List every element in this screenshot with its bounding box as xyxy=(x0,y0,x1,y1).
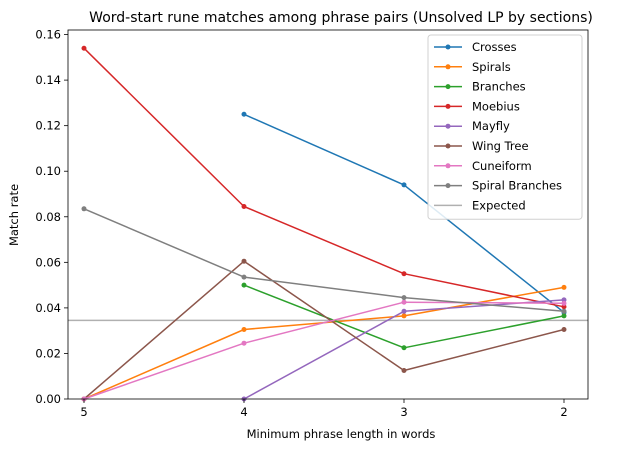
legend-item-mayfly: Mayfly xyxy=(434,119,510,133)
y-tick-label: 0.16 xyxy=(35,28,61,42)
y-axis: 0.00 0.02 0.04 0.06 0.08 0.10 0.12 0.14 0.16 xyxy=(35,28,68,406)
data-point xyxy=(241,282,247,288)
data-point xyxy=(561,300,567,306)
series-line xyxy=(83,301,565,400)
x-axis-title: Minimum phrase length in words xyxy=(247,427,436,441)
y-tick-label: 0.00 xyxy=(35,392,61,406)
data-point xyxy=(401,368,407,374)
data-point xyxy=(401,313,407,319)
legend: Crosses Spirals Branches Moebius Mayfly Wing … xyxy=(427,34,583,220)
legend-item-expected: Expected xyxy=(434,198,526,212)
x-tick-label: 5 xyxy=(80,405,87,419)
legend-label: Spiral Branches xyxy=(472,179,562,193)
data-point xyxy=(401,271,407,277)
y-tick-label: 0.14 xyxy=(35,73,61,87)
legend-item-crosses: Crosses xyxy=(434,40,517,54)
legend-item-branches: Branches xyxy=(434,80,526,94)
data-point xyxy=(241,111,247,117)
series-line xyxy=(83,47,565,308)
plot-frame xyxy=(67,29,589,400)
data-point xyxy=(241,258,247,264)
legend-item-cuneiform: Cuneiform xyxy=(434,159,532,173)
series-spiral-branches xyxy=(81,206,567,314)
data-point xyxy=(561,327,567,333)
data-point xyxy=(401,299,407,305)
legend-label: Mayfly xyxy=(472,119,510,133)
data-point xyxy=(401,295,407,301)
y-tick-label: 0.12 xyxy=(35,119,61,133)
data-point xyxy=(401,182,407,188)
x-axis: 5 4 3 2 xyxy=(80,399,568,419)
legend-marker xyxy=(445,143,451,149)
y-tick-label: 0.08 xyxy=(35,210,61,224)
data-point xyxy=(401,345,407,351)
legend-marker xyxy=(445,123,451,129)
legend-label: Moebius xyxy=(472,99,520,113)
series-cuneiform xyxy=(81,299,567,402)
legend-item-wing-tree: Wing Tree xyxy=(434,139,529,153)
legend-item-moebius: Moebius xyxy=(434,99,520,113)
legend-marker xyxy=(445,44,451,50)
data-point xyxy=(401,308,407,314)
legend-item-spirals: Spirals xyxy=(434,60,511,74)
x-tick-label: 4 xyxy=(240,405,247,419)
series-branches xyxy=(241,282,567,351)
series-line xyxy=(83,208,565,313)
chart-title: Word-start rune matches among phrase pai… xyxy=(89,10,593,26)
legend-label: Wing Tree xyxy=(472,139,529,153)
data-point xyxy=(81,206,87,212)
y-tick-label: 0.02 xyxy=(35,346,61,360)
y-tick-label: 0.06 xyxy=(35,255,61,269)
data-point xyxy=(241,327,247,333)
y-tick-label: 0.04 xyxy=(35,301,61,315)
legend-label: Cuneiform xyxy=(472,159,532,173)
legend-marker xyxy=(445,64,451,70)
legend-box xyxy=(427,34,583,220)
data-point xyxy=(561,308,567,314)
data-point xyxy=(81,45,87,51)
data-point xyxy=(241,340,247,346)
legend-marker xyxy=(445,163,451,169)
legend-label: Branches xyxy=(472,80,526,94)
legend-label: Spirals xyxy=(472,60,511,74)
plot-area xyxy=(68,45,588,402)
x-tick-label: 3 xyxy=(400,405,407,419)
y-axis-title: Match rate xyxy=(7,184,21,246)
data-point xyxy=(561,304,567,310)
y-tick-label: 0.10 xyxy=(35,164,61,178)
legend-label: Crosses xyxy=(472,40,517,54)
data-point xyxy=(561,313,567,319)
legend-item-spiral-branches: Spiral Branches xyxy=(434,179,562,193)
data-point xyxy=(561,297,567,303)
x-tick-label: 2 xyxy=(560,405,567,419)
data-point xyxy=(241,274,247,280)
data-point xyxy=(241,204,247,210)
data-point xyxy=(561,284,567,290)
series-line xyxy=(83,260,565,400)
series-moebius xyxy=(81,45,567,310)
legend-marker xyxy=(445,103,451,109)
legend-label: Expected xyxy=(472,198,526,212)
legend-marker xyxy=(445,183,451,189)
legend-marker xyxy=(445,84,451,90)
